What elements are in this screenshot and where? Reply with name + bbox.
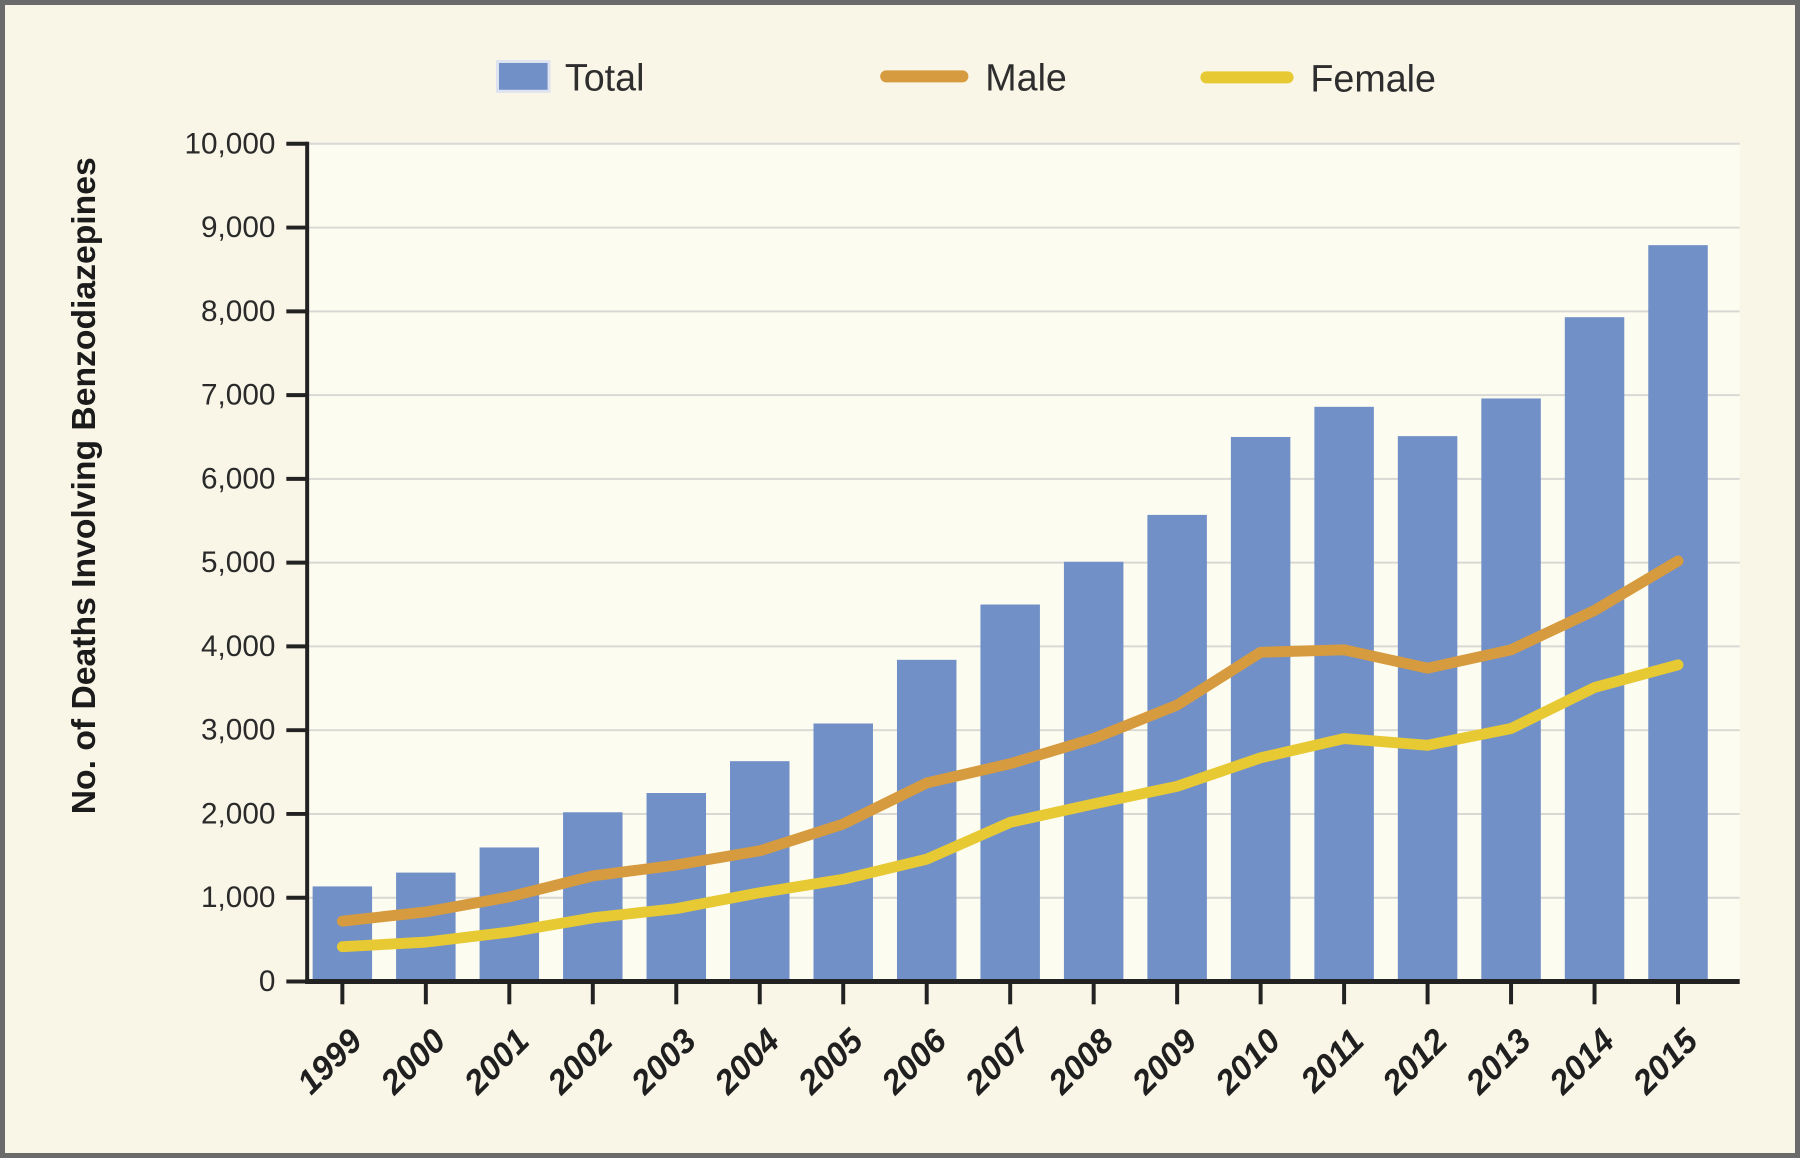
bar-2001 [479, 847, 540, 982]
bar-2012 [1397, 436, 1458, 982]
x-tick-label-2005: 2005 [790, 1021, 871, 1102]
x-tick-label-2004: 2004 [707, 1022, 788, 1103]
x-tick-label-2014: 2014 [1541, 1022, 1622, 1103]
y-tick-label: 6,000 [201, 462, 275, 495]
bar-2004 [730, 761, 790, 982]
x-tick-label-2000: 2000 [373, 1022, 454, 1103]
bar-2007 [980, 604, 1040, 982]
x-tick-label-2008: 2008 [1041, 1022, 1122, 1103]
legend-label-total: Total [565, 56, 645, 98]
benzodiazepine-deaths-chart: 0 1,000 2,000 3,000 4,000 5,000 6,000 7,000 8,00… [65, 56, 1740, 1103]
x-tick-label-1999: 1999 [290, 1022, 370, 1102]
y-tick-label: 3,000 [201, 714, 275, 747]
legend-swatch-total [496, 60, 551, 93]
x-tick-label-2009: 2009 [1124, 1022, 1205, 1103]
male-line [336, 555, 1684, 927]
bar-2013 [1481, 398, 1541, 982]
y-tick-label: 4,000 [201, 630, 275, 663]
x-tick-label-2011: 2011 [1293, 1022, 1372, 1101]
y-tick-label: 5,000 [201, 546, 275, 579]
x-tick-label-2010: 2010 [1208, 1022, 1289, 1103]
y-axis-title: No. of Deaths Involving Benzodiazepines [65, 157, 103, 814]
legend-label-male: Male [985, 56, 1067, 98]
female-line [336, 659, 1684, 953]
x-tick-label-2007: 2007 [957, 1020, 1039, 1102]
y-tick-label: 7,000 [201, 379, 275, 412]
x-tick-label-2015: 2015 [1625, 1021, 1706, 1102]
y-tick-label: 1,000 [201, 881, 275, 914]
x-tick-label-2006: 2006 [874, 1022, 955, 1103]
bar-2010 [1230, 436, 1291, 982]
bar-2005 [813, 723, 873, 982]
bar-2000 [396, 872, 456, 982]
legend-label-female: Female [1310, 57, 1436, 99]
bar-2008 [1063, 561, 1124, 982]
y-tick-label: 0 [259, 965, 276, 998]
bar-2011 [1314, 406, 1374, 982]
bar-2015 [1648, 245, 1708, 982]
x-tick-label-2001: 2001 [456, 1022, 537, 1103]
x-tick-label-2002: 2002 [540, 1022, 621, 1103]
bar-2002 [563, 812, 623, 982]
y-tick-label: 8,000 [201, 295, 275, 328]
y-tick-label: 10,000 [184, 127, 275, 160]
x-tick-label-2012: 2012 [1374, 1022, 1455, 1103]
bar-2014 [1564, 317, 1625, 982]
bar-2006 [896, 659, 957, 982]
y-tick-label: 2,000 [201, 797, 275, 830]
bar-2009 [1147, 514, 1207, 982]
bar-1999 [312, 886, 373, 982]
x-tick-label-2013: 2013 [1458, 1022, 1539, 1103]
bar-2003 [646, 793, 707, 982]
x-tick-label-2003: 2003 [623, 1022, 704, 1103]
y-tick-label: 9,000 [201, 211, 275, 244]
